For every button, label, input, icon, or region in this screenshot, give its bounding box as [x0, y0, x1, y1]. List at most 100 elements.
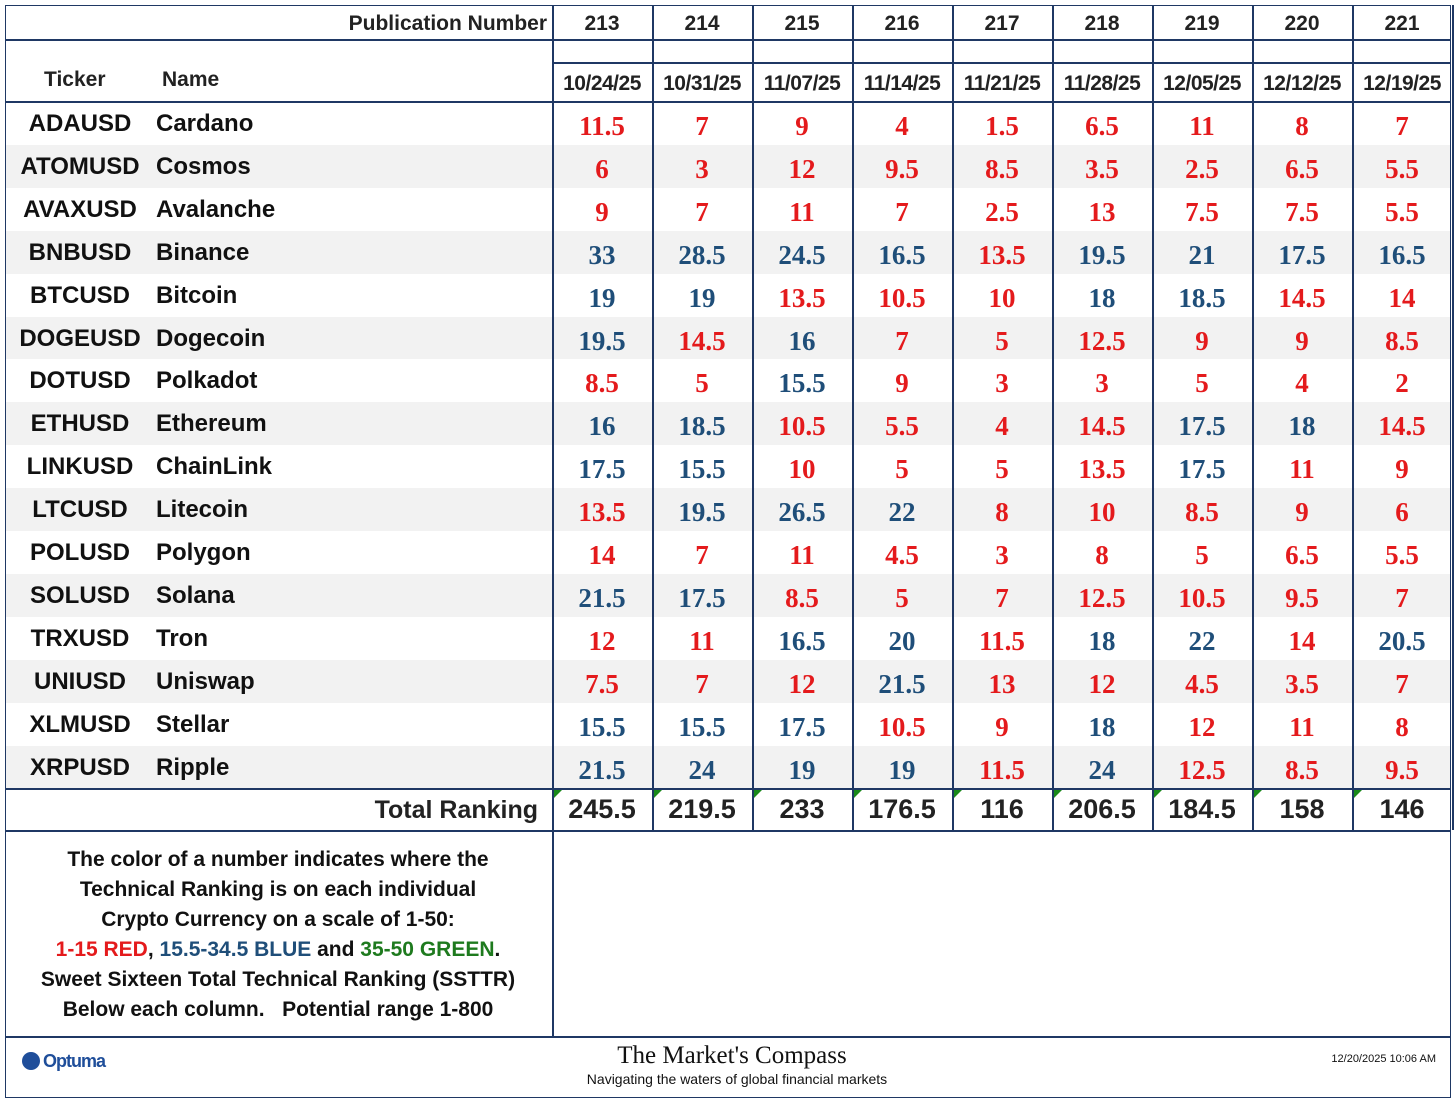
- rank-value: 16: [588, 411, 616, 442]
- total-value: 245.5: [568, 794, 636, 825]
- rank-value: 8.5: [585, 368, 619, 399]
- rank-value: 2: [1395, 368, 1409, 399]
- rank-value: 18: [1088, 625, 1116, 656]
- corner-mark: [1254, 790, 1262, 799]
- ticker: LTCUSD: [32, 496, 128, 524]
- date: 12/12/25: [1263, 72, 1341, 95]
- rank-value: 15.5: [678, 711, 726, 742]
- rank-value: 7: [1395, 582, 1409, 613]
- rule: [552, 5, 554, 831]
- rank-value: 28.5: [678, 239, 726, 270]
- rule: [652, 5, 654, 831]
- date: 12/05/25: [1163, 72, 1241, 95]
- rank-value: 13.5: [578, 497, 626, 528]
- rank-value: 6.5: [1085, 111, 1119, 141]
- rank-value: 5.5: [1385, 196, 1419, 227]
- rank-value: 7: [695, 540, 709, 570]
- rank-value: 9: [1295, 497, 1309, 528]
- rule: [5, 1036, 1450, 1038]
- legend-line: Sweet Sixteen Total Technical Ranking (S…: [40, 968, 516, 991]
- date: 11/07/25: [763, 72, 841, 95]
- rank-value: 9: [795, 111, 809, 141]
- rank-value: 7: [895, 325, 909, 356]
- rank-value: 10.5: [878, 711, 926, 742]
- logo: Optuma: [22, 1052, 106, 1070]
- rank-value: 11: [789, 196, 815, 227]
- rank-value: 4: [995, 411, 1009, 442]
- rank-value: 11: [1189, 111, 1215, 141]
- rank-value: 5: [1195, 368, 1209, 399]
- rank-value: 15.5: [678, 454, 726, 485]
- rank-value: 4.5: [885, 540, 919, 570]
- rank-value: 14.5: [1378, 411, 1426, 442]
- legend-segment: and: [311, 938, 361, 961]
- rank-value: 7.5: [585, 668, 619, 699]
- rank-value: 12.5: [1178, 754, 1226, 785]
- publication-number: 218: [1084, 12, 1120, 35]
- rule: [1352, 5, 1354, 831]
- ticker: BTCUSD: [30, 281, 130, 309]
- rule: [1152, 5, 1154, 831]
- rank-value: 8: [1095, 540, 1109, 570]
- rank-value: 10.5: [878, 282, 926, 313]
- rule: [5, 830, 1450, 833]
- rank-value: 33: [588, 239, 616, 270]
- publication-number: 220: [1284, 12, 1320, 35]
- name: Stellar: [156, 710, 230, 738]
- rank-value: 11.5: [579, 111, 625, 141]
- rank-value: 5: [895, 582, 909, 613]
- ticker: ETHUSD: [30, 410, 130, 438]
- row-shade: [6, 316, 1450, 360]
- date: 11/21/25: [963, 72, 1041, 95]
- publication-number: 221: [1384, 12, 1420, 35]
- rank-value: 6.5: [1285, 540, 1319, 570]
- rank-value: 3.5: [1285, 668, 1319, 699]
- date: 11/28/25: [1063, 72, 1141, 95]
- rank-value: 9.5: [1385, 754, 1419, 785]
- rank-value: 3: [995, 368, 1009, 399]
- rank-value: 7.5: [1285, 196, 1319, 227]
- rank-value: 20.5: [1378, 625, 1426, 656]
- rank-value: 19.5: [1078, 239, 1126, 270]
- rank-value: 7.5: [1185, 196, 1219, 227]
- legend-segment: 35-50 GREEN: [360, 938, 495, 961]
- rank-value: 21.5: [878, 668, 926, 699]
- rank-value: 8.5: [1185, 497, 1219, 528]
- rank-value: 6: [1395, 497, 1409, 528]
- rank-value: 1.5: [985, 111, 1019, 141]
- rank-value: 26.5: [778, 497, 826, 528]
- row-shade: [6, 488, 1450, 531]
- name: Solana: [156, 581, 235, 609]
- legend-line: Below each column. Potential range 1-800: [62, 998, 494, 1021]
- publication-number: 213: [584, 12, 620, 35]
- rank-value: 16.5: [878, 239, 926, 270]
- date: 10/31/25: [663, 72, 741, 95]
- corner-mark: [854, 790, 862, 799]
- total-label: Total Ranking: [374, 796, 538, 825]
- rank-value: 3: [695, 153, 709, 184]
- ticker: TRXUSD: [30, 624, 130, 652]
- rank-value: 14.5: [1278, 282, 1326, 313]
- rank-value: 5.5: [1385, 153, 1419, 184]
- rank-value: 11: [1289, 454, 1315, 485]
- rank-value: 9: [1195, 325, 1209, 356]
- row-shade: [6, 144, 1450, 188]
- rule: [552, 830, 554, 1036]
- rank-value: 9: [595, 196, 609, 227]
- name: Bitcoin: [156, 281, 238, 309]
- rank-value: 17.5: [678, 582, 726, 613]
- rank-value: 16.5: [778, 625, 826, 656]
- rank-value: 8: [995, 497, 1009, 528]
- corner-mark: [754, 790, 762, 799]
- rank-value: 12: [788, 668, 816, 699]
- row-shade: [6, 745, 1450, 789]
- row-shade: [6, 230, 1450, 274]
- rank-value: 19.5: [678, 497, 726, 528]
- rank-value: 3: [995, 540, 1009, 570]
- rank-value: 21.5: [578, 582, 626, 613]
- name: Uniswap: [156, 667, 255, 695]
- rank-value: 18: [1088, 282, 1116, 313]
- rank-value: 5: [1195, 540, 1209, 570]
- rank-value: 9.5: [1285, 582, 1319, 613]
